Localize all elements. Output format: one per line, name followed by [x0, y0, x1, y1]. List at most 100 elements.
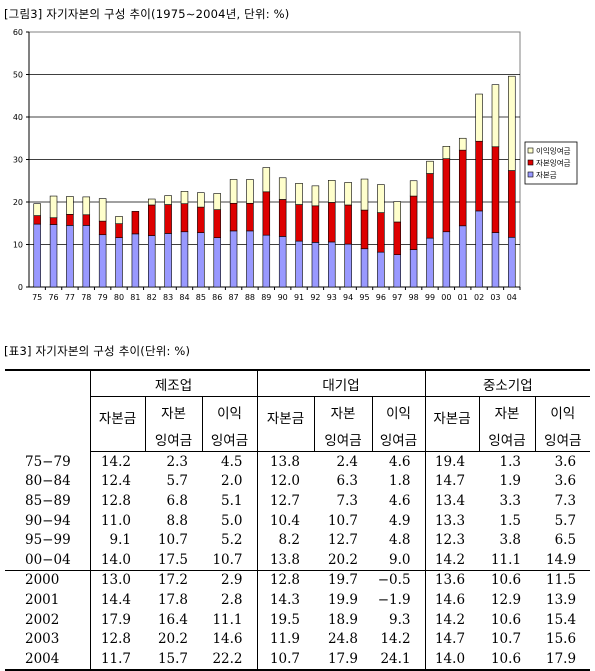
table-cell: 24.8 — [327, 631, 359, 648]
bar-segment — [278, 199, 287, 237]
x-tick-label: 88 — [245, 293, 255, 302]
group-header-smes: 중소기업 — [424, 369, 591, 397]
table-cell: 3.3 — [499, 492, 522, 509]
bar-segment — [458, 225, 467, 288]
table-cell: 6.3 — [336, 473, 359, 490]
x-tick-label: 02 — [474, 293, 484, 302]
table-cell: 4.6 — [389, 492, 411, 509]
row-label: 80−84 — [25, 473, 71, 490]
bar-segment — [311, 242, 320, 288]
row-label: 90−94 — [25, 512, 71, 529]
table-cell: 20.2 — [157, 631, 188, 648]
bar-segment — [197, 232, 205, 288]
bar-segment — [328, 202, 336, 243]
x-tick-label: 00 — [441, 293, 451, 302]
subheader-smes-2-bottom: 잉여금 — [534, 427, 591, 452]
bar-segment — [360, 209, 369, 250]
table-cell: 17.9 — [89, 609, 145, 630]
table-row: 2003 12.8 20.2 14.6 11.9 24.8 14.2 14.7 10.7 15.6 — [5, 629, 590, 649]
bar-segment — [491, 84, 500, 148]
bar-segment — [229, 230, 238, 288]
subheader-large-firms-1-top: 자본 — [313, 396, 373, 427]
table-cell: 11.5 — [535, 569, 591, 591]
table-cell: 11.1 — [212, 611, 243, 628]
table-cell: 19.7 — [314, 569, 373, 591]
x-tick-label: 81 — [130, 293, 140, 302]
bar-segment — [262, 167, 271, 193]
table-cell: 17.9 — [314, 648, 373, 671]
row-label: 2004 — [5, 648, 90, 671]
bar-segment — [360, 248, 369, 288]
bar-segment — [426, 160, 434, 174]
row-label: 2002 — [25, 611, 60, 628]
x-tick-label: 99 — [425, 293, 435, 302]
bar-segment — [295, 204, 303, 242]
y-tick-label: 30 — [13, 156, 23, 165]
bar-segment — [33, 215, 41, 225]
table-cell: 6.8 — [166, 492, 188, 509]
table-cell: 12.3 — [424, 530, 480, 550]
table-cell: 6.5 — [554, 532, 577, 549]
bar-segment — [393, 221, 401, 256]
bar-segment — [197, 192, 205, 208]
table-cell: 2.0 — [221, 473, 243, 490]
table-cell: 12.4 — [89, 471, 145, 492]
bar-segment — [491, 232, 500, 288]
subheader-manufacturing-2-top: 이익 — [201, 396, 258, 427]
bar-segment — [98, 198, 107, 222]
bar-segment — [213, 237, 221, 288]
bar-segment — [98, 220, 107, 236]
table-row: 00−04 14.0 17.5 10.7 13.8 20.2 9.0 14.2 11.1 14.9 — [5, 549, 590, 571]
bar-segment — [213, 193, 221, 210]
row-label: 2000 — [5, 569, 90, 591]
table-cell: 17.5 — [157, 551, 188, 568]
table-cell: 14.3 — [256, 590, 315, 610]
bar-segment — [197, 206, 205, 233]
table-row: 80−84 12.4 5.7 2.0 12.0 6.3 1.8 14.7 1.9 3.6 — [5, 471, 590, 492]
bar-segment — [377, 184, 385, 213]
bar-segment — [475, 140, 483, 212]
table-row: 85−89 12.8 6.8 5.1 12.7 7.3 4.6 13.4 3.3 7.3 — [5, 491, 590, 511]
subheader-large-firms-2-bottom: 잉여금 — [371, 427, 426, 452]
table-cell: 2.3 — [166, 453, 188, 470]
table-cell: 14.7 — [424, 629, 480, 649]
table-cell: 5.1 — [221, 492, 243, 509]
bar-segment — [131, 211, 140, 235]
table-row: 2002 17.9 16.4 11.1 19.5 18.9 9.3 14.2 10.6 15.4 — [5, 609, 590, 630]
bar-segment — [344, 243, 352, 288]
table-cell: 14.6 — [212, 631, 243, 648]
table-cell: 19.5 — [256, 609, 315, 630]
table-row: 2004 11.7 15.7 22.2 10.7 17.9 24.1 14.0 10.6 17.9 — [5, 648, 591, 671]
table-cell: 13.4 — [424, 491, 480, 511]
bar-segment — [180, 203, 189, 233]
bar-segment — [82, 196, 91, 216]
table-cell: 4.5 — [221, 453, 243, 470]
table-cell: 13.8 — [256, 549, 315, 571]
table-cell: 1.3 — [499, 453, 522, 470]
x-tick-label: 76 — [48, 293, 58, 302]
legend-label: 자본잉여금 — [536, 158, 571, 168]
bar-segment — [458, 137, 467, 151]
table-cell: 4.6 — [389, 453, 411, 470]
table-cell: 2.4 — [336, 453, 359, 470]
table-cell: 7.3 — [554, 492, 577, 509]
bar-segment — [377, 212, 385, 253]
bar-segment — [66, 196, 74, 215]
legend-swatch — [527, 147, 534, 154]
bar-segment — [491, 146, 500, 233]
table-cell: −1.9 — [377, 591, 411, 608]
table-cell: 13.0 — [89, 569, 145, 591]
bar-segment — [82, 225, 91, 288]
bar-segment — [82, 214, 91, 226]
table-cell: 1.5 — [499, 512, 522, 529]
bar-segment — [246, 202, 254, 232]
subheader-manufacturing-0-top: 자본금 — [89, 396, 145, 427]
x-tick-label: 91 — [294, 293, 304, 302]
bar-segment — [393, 254, 401, 288]
subheader-large-firms-0-bottom — [256, 427, 315, 452]
bar-segment — [66, 225, 74, 288]
table-cell: 12.0 — [256, 471, 315, 492]
table-cell: 14.2 — [424, 549, 480, 571]
table-cell: 14.7 — [424, 471, 480, 492]
subheader-manufacturing-1-top: 자본 — [144, 396, 202, 427]
